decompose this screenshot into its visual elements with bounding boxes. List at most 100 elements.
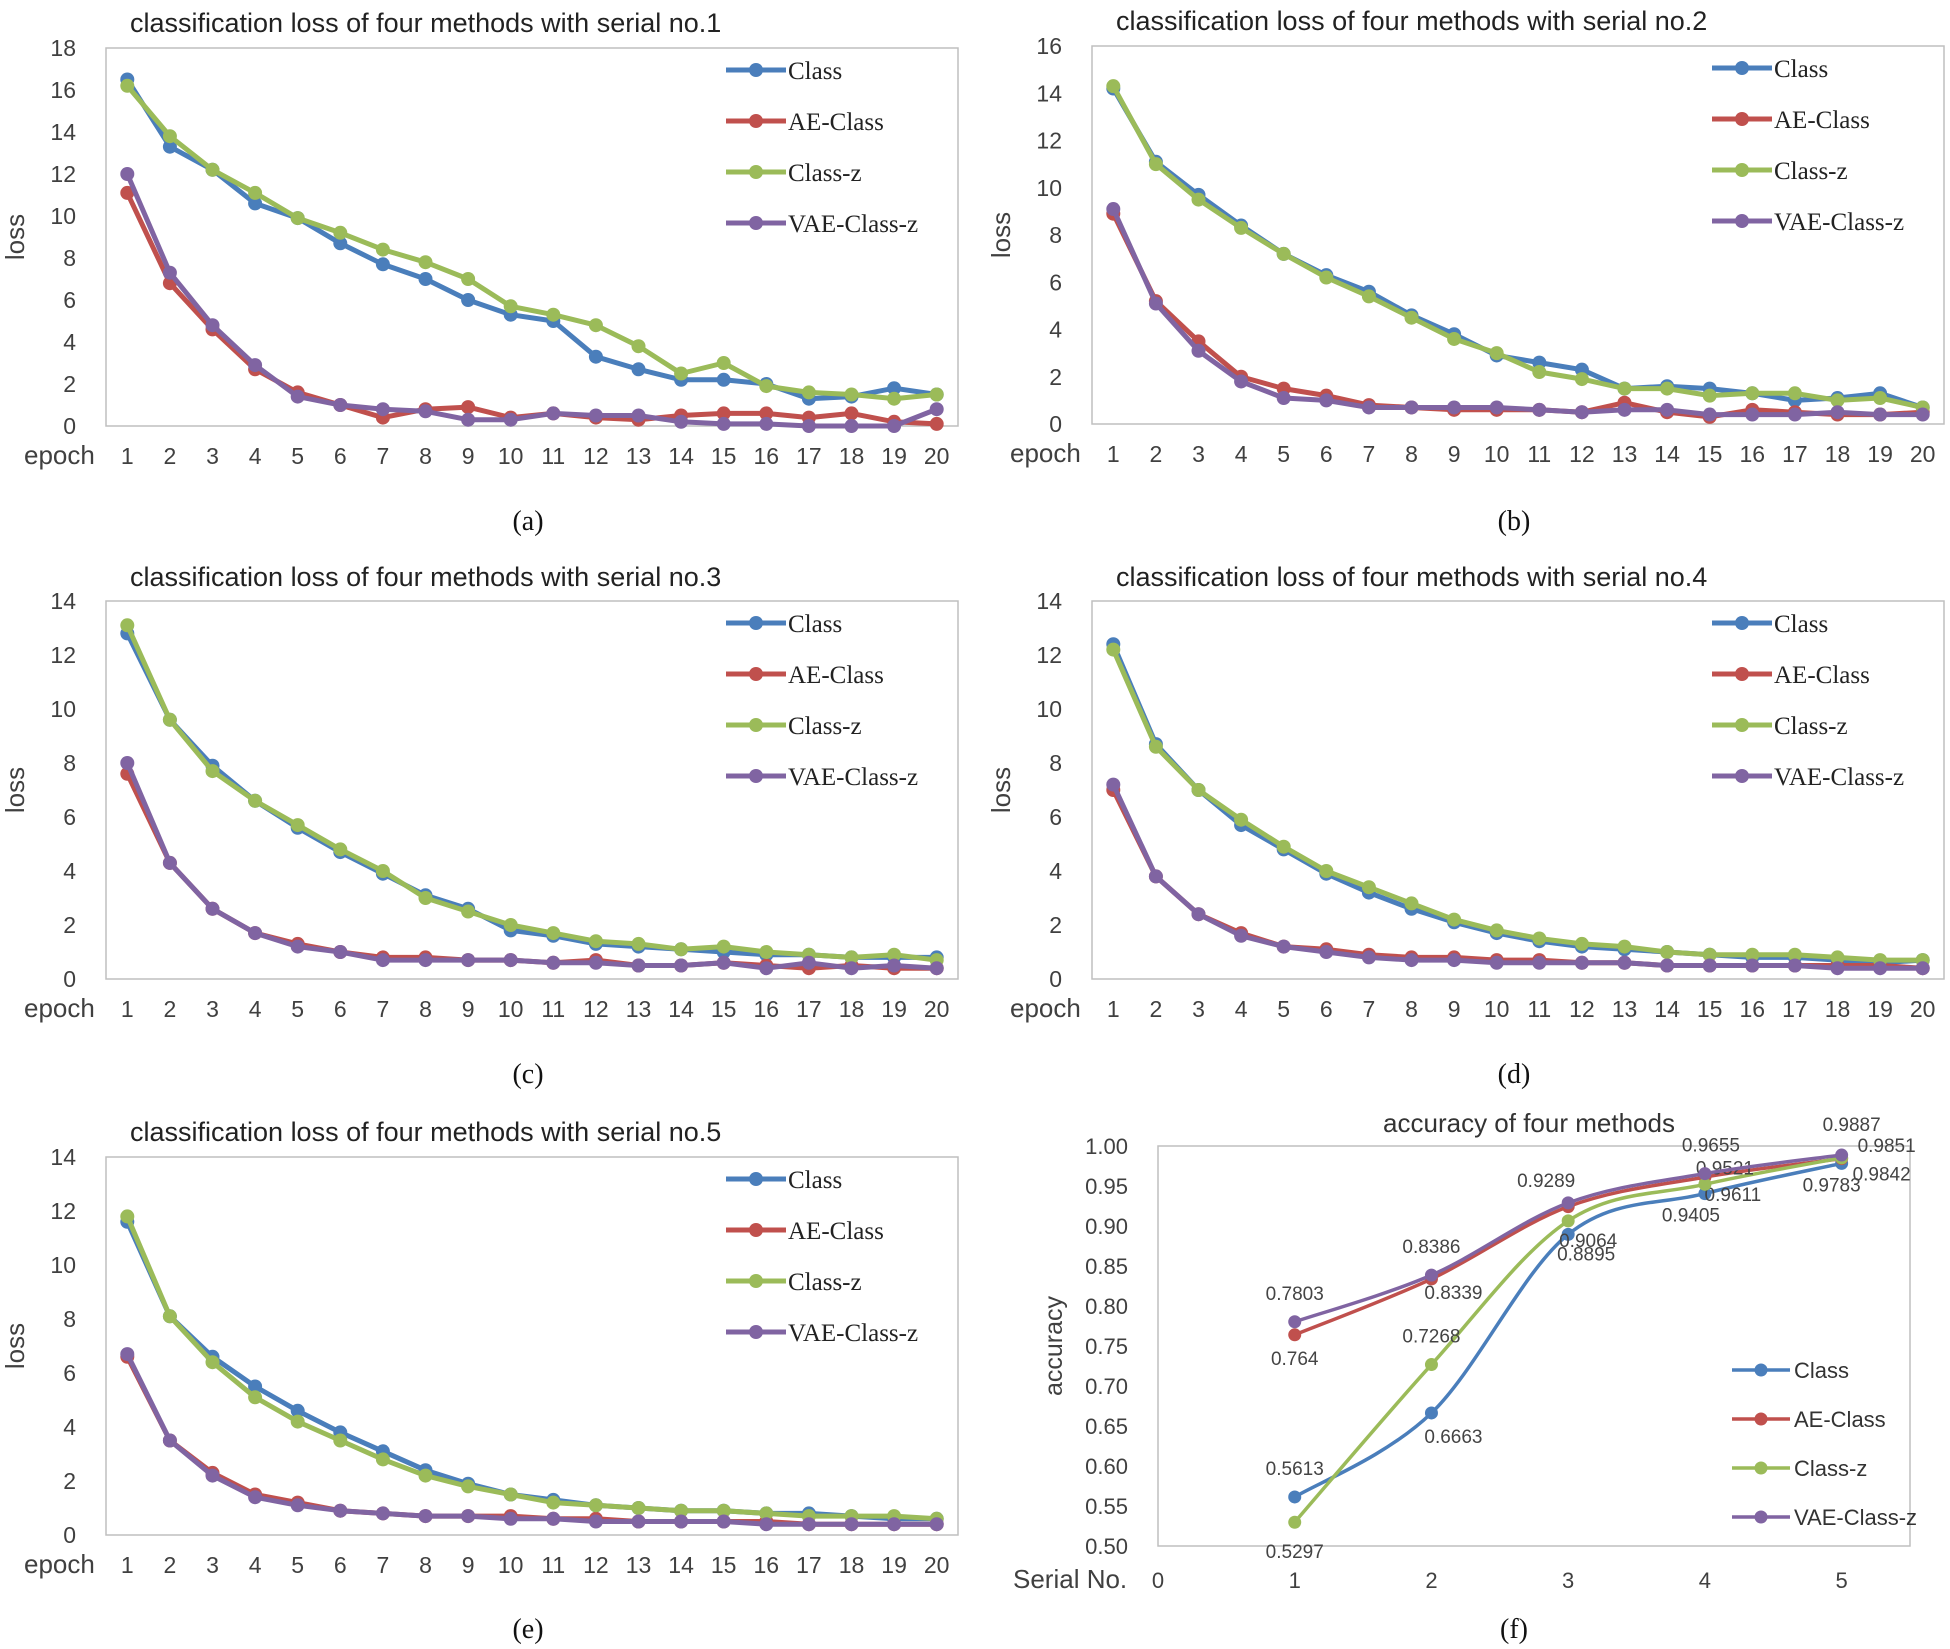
data-point [1532, 365, 1547, 380]
chart-title: classification loss of four methods with… [130, 562, 721, 592]
data-label: 0.9064 [1559, 1231, 1618, 1252]
y-axis-label: loss [986, 767, 1016, 813]
data-point [461, 400, 476, 415]
data-point [546, 1495, 561, 1510]
data-point [1361, 880, 1376, 895]
y-tick-label: 14 [50, 1144, 76, 1170]
x-tick-label: 13 [626, 996, 652, 1022]
y-tick-label: 0 [1049, 411, 1062, 437]
y-tick-label: 0.85 [1085, 1254, 1128, 1279]
y-tick-label: 8 [1049, 750, 1062, 776]
legend-marker [749, 1274, 763, 1288]
data-point [1745, 407, 1760, 422]
data-label: 0.8895 [1557, 1244, 1615, 1265]
data-point [333, 945, 348, 959]
data-point [1319, 270, 1334, 285]
data-point [929, 402, 944, 417]
x-tick-label: 20 [924, 996, 950, 1022]
data-point [1698, 1177, 1712, 1191]
y-tick-label: 4 [63, 329, 76, 355]
data-point [1617, 381, 1632, 396]
legend-marker [1735, 214, 1749, 228]
data-point [1148, 157, 1163, 172]
data-point [375, 864, 390, 878]
x-tick-label: 15 [711, 996, 737, 1022]
data-point [1574, 936, 1589, 951]
y-tick-label: 10 [50, 1252, 76, 1278]
x-tick-label: 12 [583, 1552, 609, 1578]
legend-label: Class [788, 58, 842, 85]
x-tick-label: 5 [291, 1552, 304, 1578]
y-tick-label: 10 [50, 696, 76, 722]
x-tick-label: 1 [121, 443, 134, 469]
data-point [1106, 79, 1121, 94]
data-point [674, 414, 689, 429]
data-label: 0.7268 [1402, 1327, 1460, 1348]
data-point [631, 339, 646, 354]
series-line-vae-class-z [125, 173, 938, 429]
data-point [1191, 192, 1206, 207]
data-point [1574, 955, 1589, 970]
data-point [375, 953, 390, 968]
data-point [1148, 739, 1163, 754]
data-point [1787, 407, 1802, 422]
x-tick-label: 12 [1569, 996, 1595, 1022]
data-point [588, 349, 603, 364]
data-point [248, 1379, 263, 1394]
panel-c: classification loss of four methods with… [0, 562, 959, 1090]
x-tick-label: 2 [1425, 1568, 1437, 1593]
data-point [1447, 331, 1462, 346]
plot-area [1157, 1145, 1911, 1547]
data-point [1191, 783, 1206, 797]
data-point [375, 242, 390, 257]
data-point [1745, 386, 1760, 401]
data-point [503, 299, 518, 314]
series-line-vae-class-z [125, 1352, 937, 1527]
data-point [631, 958, 646, 973]
data-point [333, 236, 348, 251]
legend-label: Class [1774, 611, 1828, 638]
x-tick-label: 13 [1612, 996, 1638, 1022]
data-label: 0.9655 [1682, 1136, 1740, 1157]
data-point [248, 196, 263, 211]
data-point [205, 1355, 220, 1370]
x-tick-label: 11 [541, 443, 565, 469]
legend-marker [749, 165, 763, 179]
data-point [375, 1452, 390, 1467]
data-label: 0.5613 [1266, 1459, 1324, 1480]
series-line-class-z [125, 624, 938, 963]
x-tick-label: 17 [1782, 441, 1808, 467]
data-point [887, 947, 902, 962]
data-point [1561, 1214, 1575, 1228]
legend-marker [749, 63, 763, 77]
data-point [546, 955, 561, 970]
data-point [162, 139, 177, 154]
x-tick-label: 0 [1152, 1568, 1164, 1593]
x-axis-label: epoch [1010, 438, 1081, 468]
data-point [716, 955, 731, 970]
legend-label: Class-z [788, 713, 862, 740]
x-tick-label: 1 [121, 996, 134, 1022]
y-tick-label: 6 [1049, 269, 1062, 295]
data-point [205, 764, 220, 779]
data-point [1873, 407, 1888, 422]
data-point [1787, 386, 1802, 401]
data-point [1288, 1515, 1302, 1529]
panel-a: classification loss of four methods with… [0, 8, 959, 537]
data-label: 0.7803 [1266, 1284, 1324, 1305]
x-tick-label: 14 [668, 996, 694, 1022]
y-tick-label: 0.55 [1085, 1494, 1128, 1519]
plot-area [105, 600, 959, 980]
data-point [162, 855, 177, 870]
legend-label: Class [788, 611, 842, 638]
x-tick-label: 8 [1405, 441, 1418, 467]
data-point [418, 1468, 433, 1483]
legend-label: VAE-Class-z [1774, 209, 1904, 236]
data-point [1660, 381, 1675, 396]
data-point [588, 955, 603, 970]
y-tick-label: 0 [63, 413, 76, 439]
y-axis-label: loss [0, 1323, 30, 1369]
legend-marker [1754, 1461, 1768, 1475]
x-tick-label: 16 [754, 443, 780, 469]
x-tick-label: 7 [1363, 996, 1376, 1022]
